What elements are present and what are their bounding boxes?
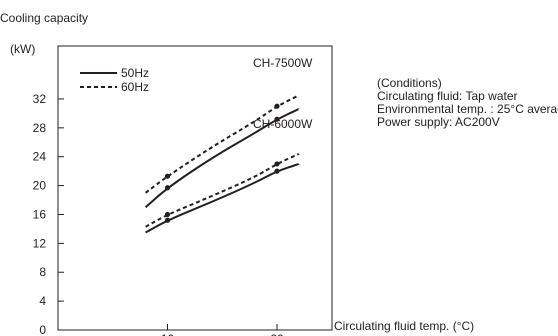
data-point-marker	[164, 217, 171, 223]
legend-50hz-label: 50Hz	[121, 66, 149, 80]
y-tick-label: 32	[33, 92, 47, 106]
y-axis-title: Cooling capacity	[0, 11, 88, 25]
conditions-block: (Conditions) Circulating fluid: Tap wate…	[377, 77, 558, 129]
y-axis-ticks: 0 4 8 12 16 20 24 28 32	[33, 92, 64, 336]
conditions-title: (Conditions)	[377, 76, 442, 90]
conditions-power: Power supply: AC200V	[377, 115, 500, 129]
x-axis-label: Circulating fluid temp. (°C)	[334, 319, 474, 333]
y-tick-label: 0	[39, 323, 46, 336]
conditions-fluid: Circulating fluid: Tap water	[377, 89, 518, 103]
conditions-env: Environmental temp. : 25°C average	[377, 102, 558, 116]
series-group	[144, 94, 300, 234]
y-tick-label: 28	[33, 121, 47, 135]
y-tick-label: 20	[33, 179, 47, 193]
data-point-marker	[274, 161, 280, 167]
y-tick-label: 8	[39, 265, 46, 279]
data-point-marker	[164, 173, 171, 179]
model-label-ch6000w: CH-6000W	[253, 117, 313, 131]
data-point-marker	[274, 168, 280, 174]
series-line-ch-6000w-50hz	[145, 162, 300, 234]
legend: 50Hz 60Hz	[80, 66, 149, 94]
x-axis-ticks: 10 20	[161, 324, 284, 336]
data-point-marker	[274, 116, 280, 122]
data-point-marker	[274, 103, 280, 109]
data-point-marker	[164, 185, 171, 191]
y-axis-unit: (kW)	[10, 42, 35, 56]
y-tick-label: 12	[33, 236, 47, 250]
y-tick-label: 24	[33, 150, 47, 164]
y-tick-label: 4	[39, 294, 46, 308]
data-point-marker	[164, 211, 171, 218]
x-tick-label: 10	[161, 332, 175, 336]
series-line-ch-6000w-60hz	[145, 152, 300, 228]
legend-60hz-label: 60Hz	[121, 80, 149, 94]
y-tick-label: 16	[33, 207, 47, 221]
x-tick-label: 20	[270, 332, 284, 336]
series-line-ch-7500w-60hz	[144, 94, 300, 194]
plot-frame	[57, 45, 333, 331]
series-line-ch-7500w-50hz	[144, 108, 300, 209]
model-label-ch7500w: CH-7500W	[253, 56, 313, 70]
